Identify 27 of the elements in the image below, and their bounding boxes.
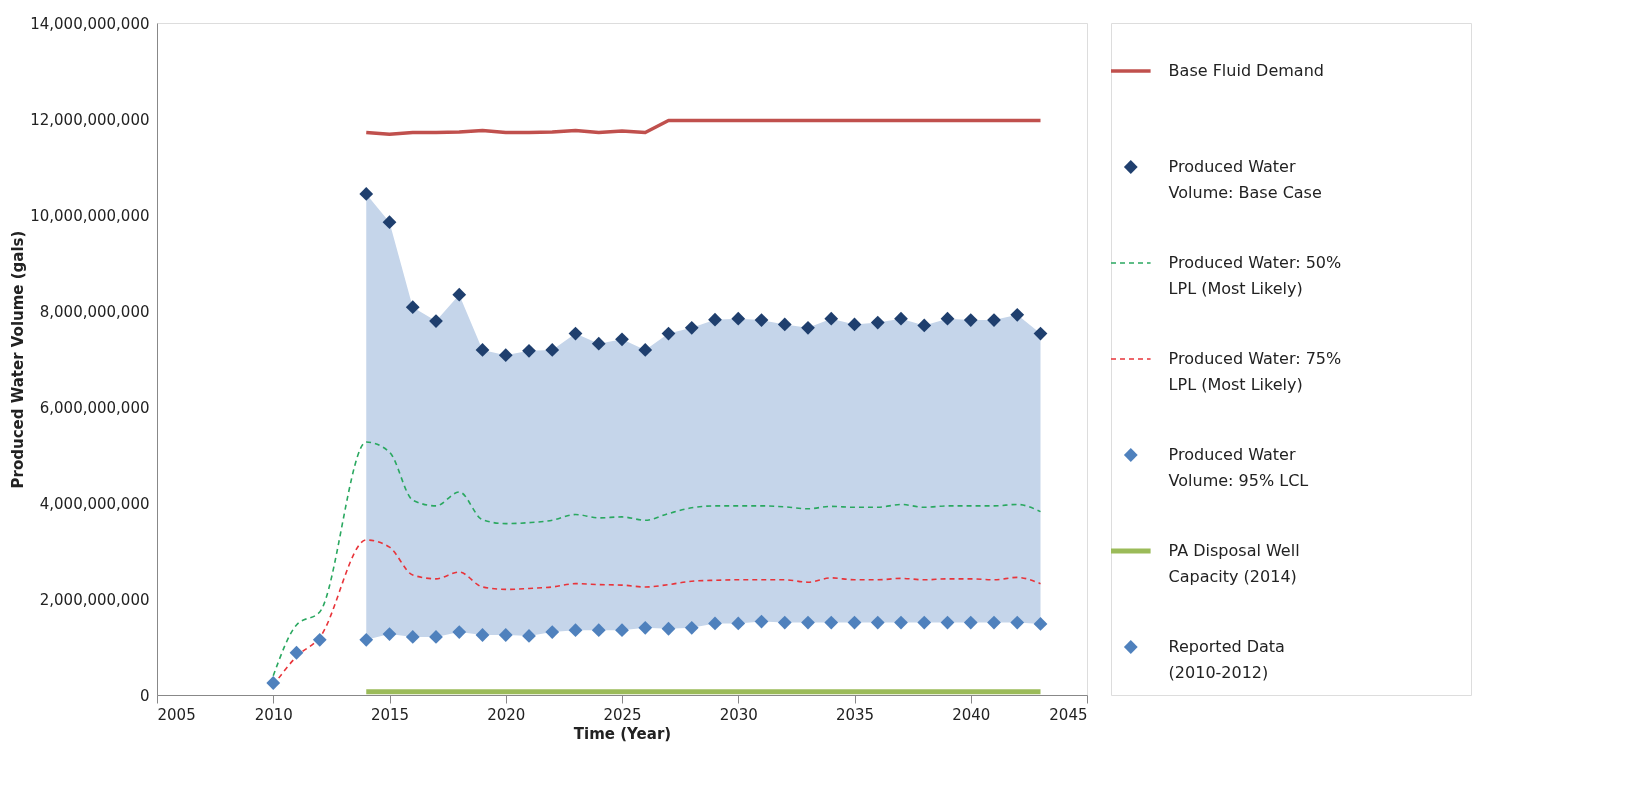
legend-label: Base Fluid Demand (1168, 61, 1324, 80)
x-tick-label: 2045 (1049, 705, 1088, 724)
y-tick-label: 2,000,000,000 (39, 590, 150, 609)
legend-label: Reported Data (2010-2012) (1168, 637, 1285, 682)
x-axis-title: Time (Year) (573, 724, 672, 743)
y-tick-label: 12,000,000,000 (30, 110, 150, 129)
y-tick-label: 4,000,000,000 (39, 494, 150, 513)
legend-label: Produced Water: 50% LPL (Most Likely) (1168, 253, 1342, 298)
x-tick-label: 2020 (487, 705, 526, 724)
y-tick-label: 10,000,000,000 (30, 206, 150, 225)
x-tick-label: 2030 (719, 705, 758, 724)
x-tick-label: 2025 (603, 705, 642, 724)
y-axis-title: Produced Water Volume (gals) (9, 230, 28, 489)
line-series (364, 118, 1043, 137)
x-tick-label: 2040 (952, 705, 991, 724)
y-tick-label: 6,000,000,000 (39, 398, 150, 417)
x-tick-label: 2005 (157, 705, 196, 724)
x-tick-label: 2015 (370, 705, 410, 724)
y-tick-label: 8,000,000,000 (39, 302, 150, 321)
y-tick-label: 14,000,000,000 (30, 14, 150, 33)
legend-label: Produced Water: 75% LPL (Most Likely) (1168, 349, 1342, 394)
x-tick-label: 2010 (254, 705, 293, 724)
y-tick-label: 0 (139, 686, 150, 705)
legend-label: PA Disposal Well Capacity (2014) (1168, 541, 1300, 586)
legend-label: Produced Water Volume: Base Case (1168, 157, 1322, 202)
legend-label: Produced Water Volume: 95% LCL (1168, 445, 1309, 490)
x-tick-label: 2035 (835, 705, 875, 724)
